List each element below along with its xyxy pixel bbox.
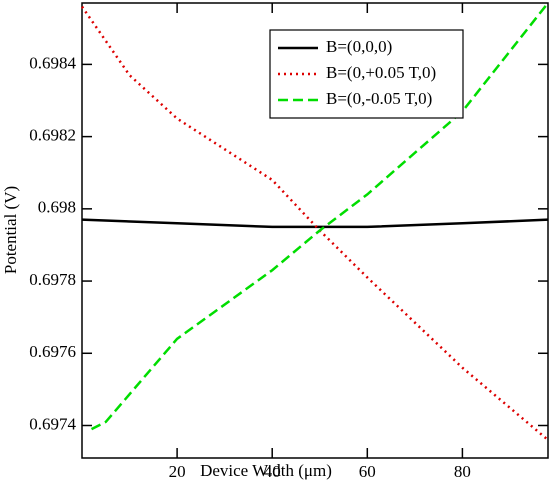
legend-label: B=(0,-0.05 T,0) xyxy=(326,89,432,108)
y-tick-label: 0.6978 xyxy=(29,270,76,289)
x-tick-label: 80 xyxy=(454,462,471,481)
y-tick-label: 0.6982 xyxy=(29,126,76,145)
y-axis-label: Potential (V) xyxy=(1,186,20,274)
x-tick-label: 20 xyxy=(169,462,186,481)
y-tick-label: 0.6974 xyxy=(29,414,76,433)
legend-label: B=(0,+0.05 T,0) xyxy=(326,63,436,82)
plot-frame xyxy=(81,2,549,459)
series-line xyxy=(81,218,549,229)
y-tick-label: 0.698 xyxy=(38,198,76,217)
legend-label: B=(0,0,0) xyxy=(326,37,392,56)
series-line xyxy=(90,2,549,431)
series-line xyxy=(80,5,549,441)
y-tick-label: 0.6976 xyxy=(29,342,76,361)
x-tick-label: 40 xyxy=(264,462,281,481)
y-tick-label: 0.6984 xyxy=(29,53,76,72)
x-axis-label: Device Width (μm) xyxy=(200,461,332,480)
x-tick-label: 60 xyxy=(359,462,376,481)
